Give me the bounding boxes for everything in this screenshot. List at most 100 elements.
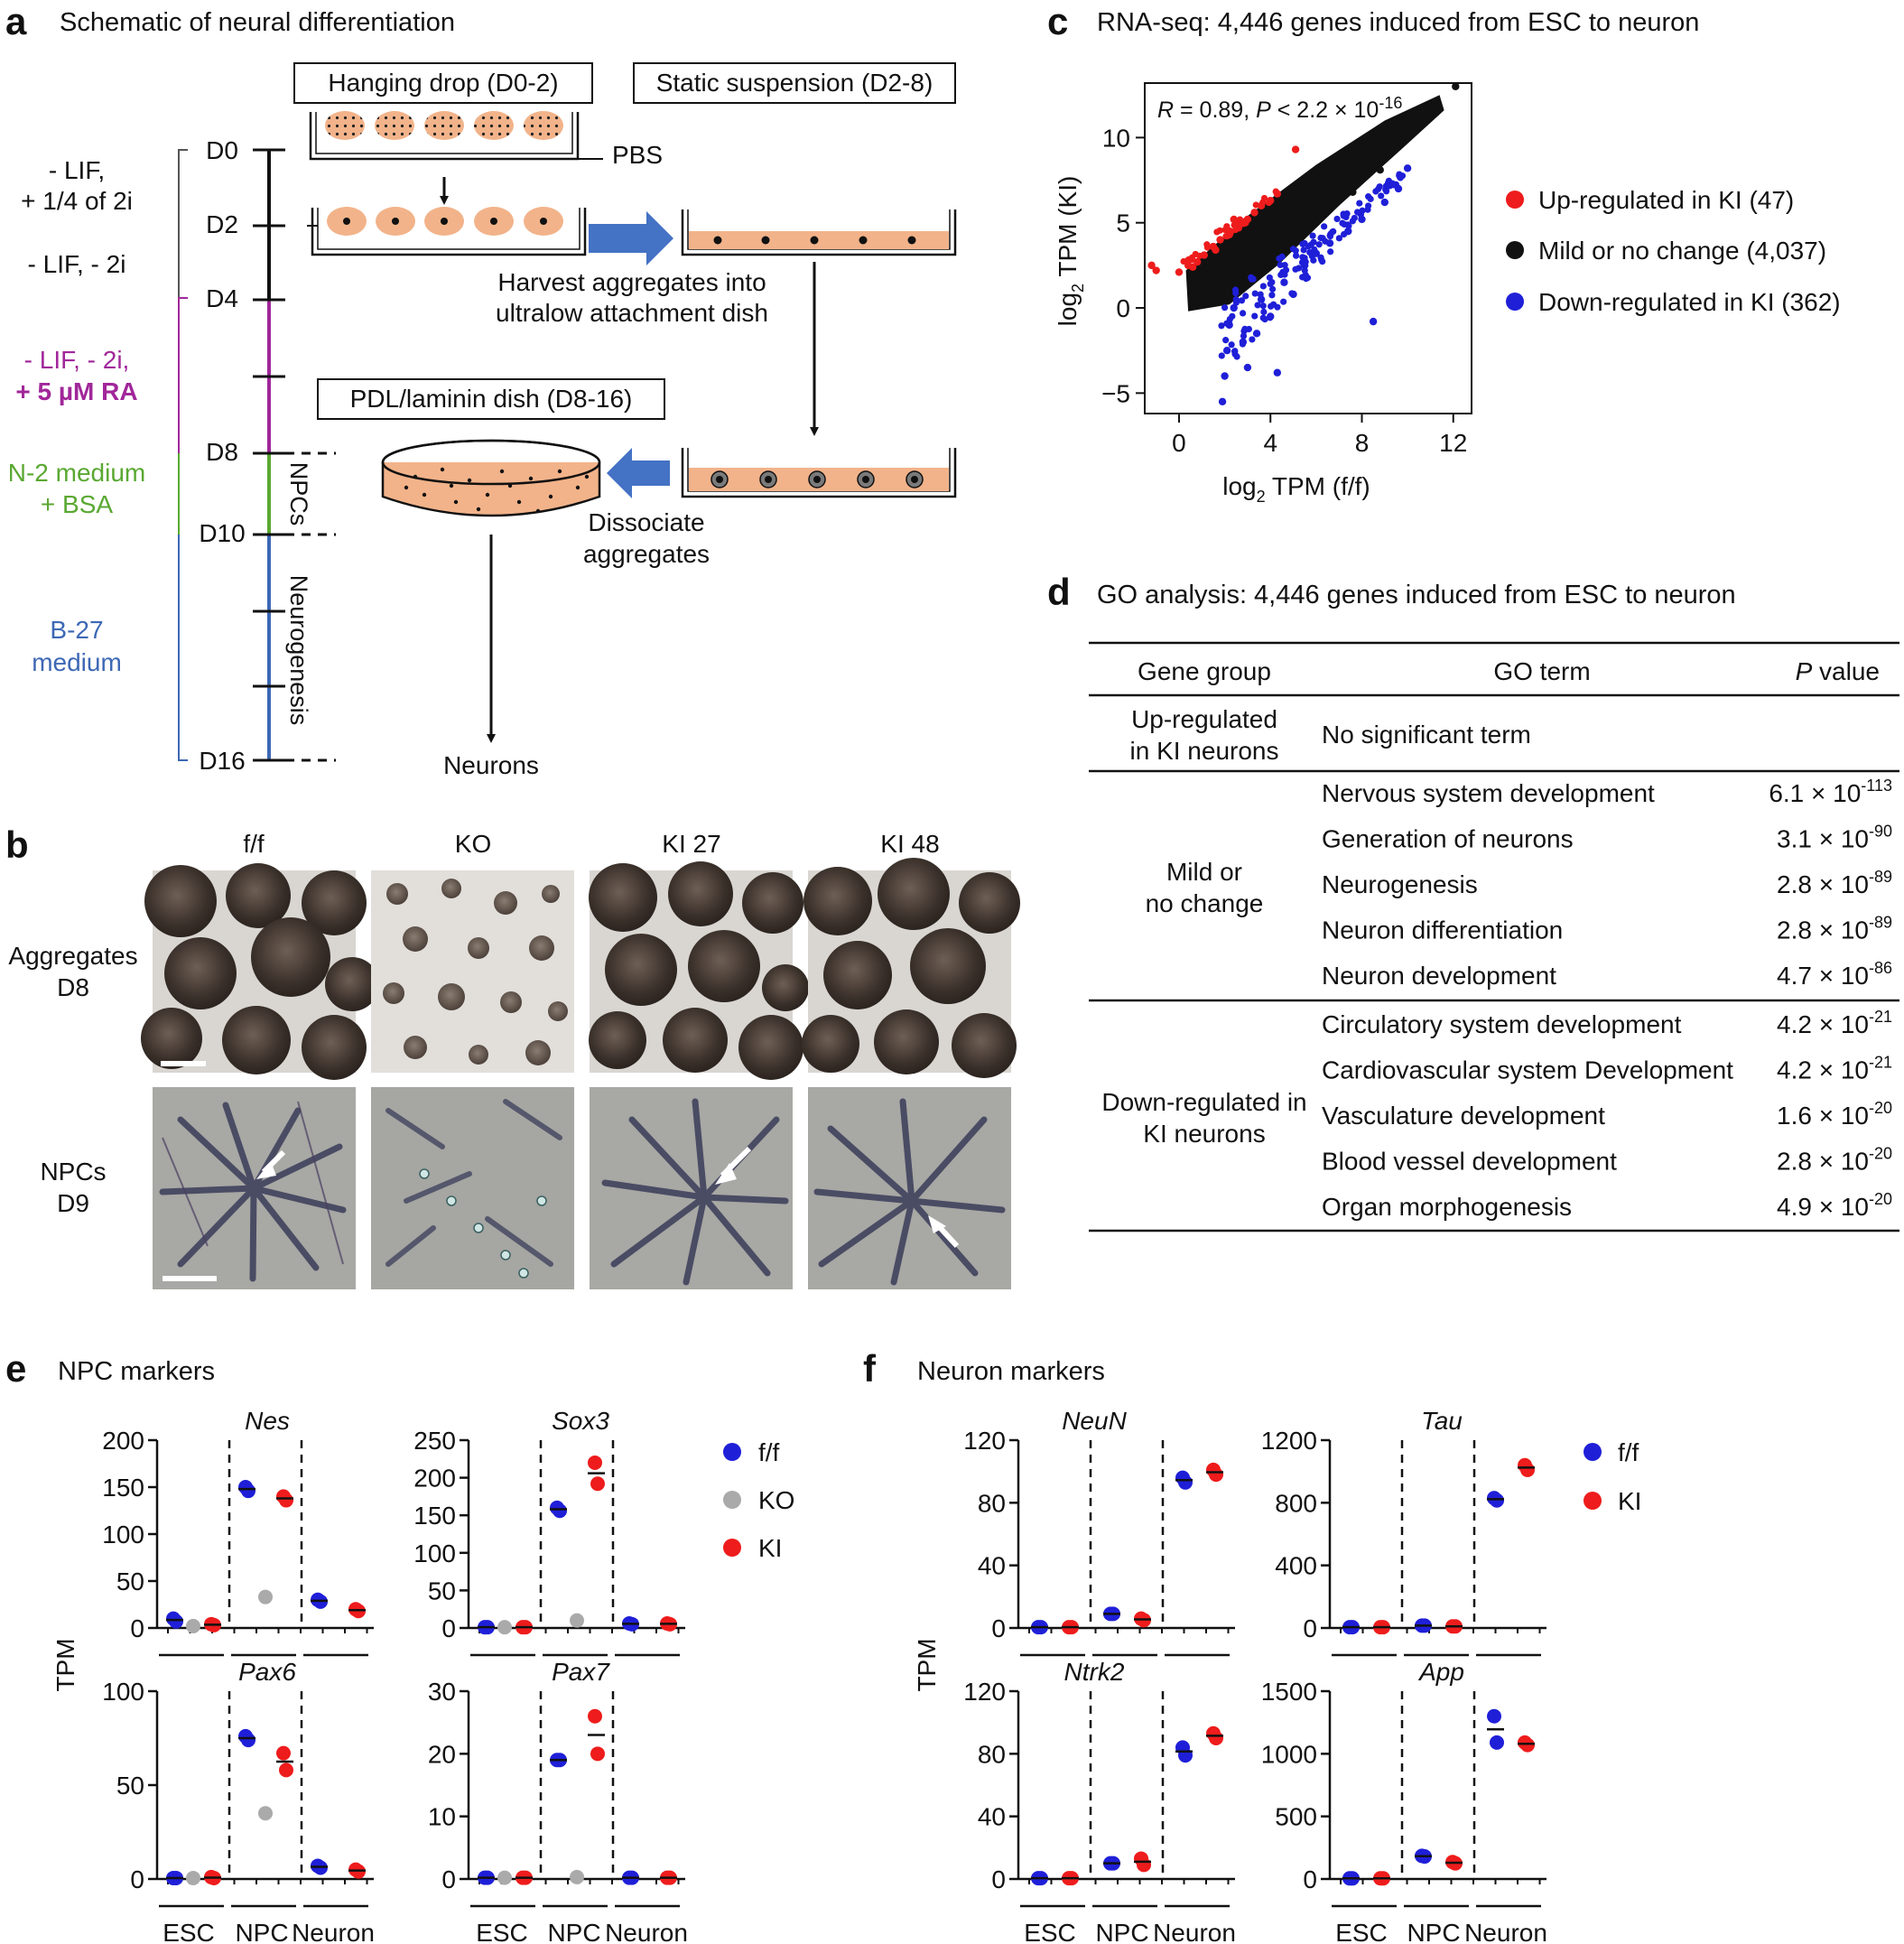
e-right-esc: ESC — [476, 1919, 528, 1944]
go-term: Neuron differentiation — [1322, 916, 1563, 944]
scatter-point — [1329, 228, 1336, 236]
header-p-value: P value — [1796, 657, 1880, 685]
scatter-point — [1376, 183, 1383, 191]
medium-2: - LIF, - 2i — [28, 250, 126, 278]
dotplot-pax6: Pax6 0 50 100 — [102, 1658, 374, 1908]
scatter-point — [1311, 246, 1318, 254]
scatter-point — [1188, 263, 1197, 271]
legend-up-label: Up-regulated in KI (47) — [1538, 186, 1794, 214]
scatter-point — [1222, 346, 1231, 355]
scatter-point — [1240, 310, 1247, 317]
scatter-point — [1349, 188, 1357, 196]
data-point — [590, 1746, 605, 1762]
panel-a-label: a — [5, 0, 27, 42]
scatter-point — [1257, 291, 1264, 298]
scatter-point — [1324, 182, 1332, 191]
row1-line-2: D8 — [57, 973, 89, 1001]
data-point — [1490, 1493, 1504, 1508]
scatter-point — [1147, 261, 1156, 270]
scatter-point — [1317, 234, 1324, 242]
ytick-label: 800 — [1275, 1489, 1317, 1517]
scatter-point — [1260, 308, 1268, 316]
blue-arrow-right — [589, 211, 673, 265]
scatter-point — [1299, 254, 1306, 261]
data-point — [570, 1869, 584, 1884]
go-term: Blood vessel development — [1322, 1148, 1617, 1176]
scatter-point — [1259, 302, 1267, 310]
dissociate-line-2: aggregates — [583, 540, 710, 568]
col-ki27: KI 27 — [662, 830, 720, 858]
scatter-point — [1431, 98, 1439, 106]
scatter-point — [1180, 257, 1187, 265]
scatter-point — [1239, 251, 1248, 259]
scatter-point — [1193, 297, 1202, 305]
scatter-point — [1367, 147, 1375, 155]
data-point — [590, 1476, 605, 1492]
scatter-point — [1241, 325, 1249, 332]
scatter-point — [1280, 219, 1288, 227]
ytick-label: 0 — [441, 1614, 456, 1642]
scatter-point — [1250, 209, 1258, 217]
data-point — [497, 1620, 512, 1635]
scatter-point — [1403, 164, 1412, 172]
ytick-label: 10 — [428, 1803, 456, 1831]
legend-e-ko: KO — [758, 1486, 794, 1514]
scatter-point — [1254, 302, 1261, 309]
scatter-point — [1378, 192, 1385, 200]
scatter-point — [1452, 82, 1460, 90]
ytick-label: 100 — [102, 1521, 144, 1549]
legend-f-ki: KI — [1618, 1487, 1641, 1515]
scatter-point — [1274, 303, 1281, 311]
group-down-line-1: Down-regulated in — [1101, 1088, 1306, 1116]
micrograph-aggregates-ff — [141, 863, 379, 1080]
group-up-line-1: Up-regulated — [1131, 705, 1277, 733]
f-left-esc: ESC — [1024, 1919, 1076, 1944]
go-term: Neuron development — [1322, 962, 1556, 990]
scatter-point — [1268, 302, 1275, 310]
day-d2: D2 — [206, 210, 238, 238]
day-d0: D0 — [206, 136, 238, 164]
dotplot-nes: Nes 0 50 100 150 200 — [102, 1407, 374, 1657]
scatter-point — [1225, 261, 1233, 270]
ytick-label: 500 — [1275, 1803, 1317, 1831]
scatter-point — [1307, 241, 1314, 248]
scatter-point — [1276, 246, 1284, 255]
scatter-xtick: 4 — [1263, 429, 1277, 457]
hanging-drop-lid — [309, 111, 603, 161]
scatter-point — [1343, 209, 1351, 218]
dotplot-app: App 0 500 1000 1500 — [1261, 1658, 1546, 1908]
scatter-point — [1249, 336, 1256, 343]
go-term-rows: Nervous system development 6.1 × 10-113 Ge… — [1322, 777, 1892, 1221]
scatter-point — [1213, 228, 1221, 236]
dotplot-pax7: Pax7 0 10 20 30 — [428, 1658, 685, 1908]
scatter-ytick: 0 — [1116, 294, 1130, 322]
go-term: Cardiovascular system Development — [1322, 1056, 1733, 1084]
up-term: No significant term — [1322, 721, 1531, 749]
scatter-point — [1301, 266, 1308, 274]
dotplot-tau: Tau 0 400 800 1200 — [1261, 1407, 1546, 1657]
ytick-label: 150 — [102, 1474, 144, 1502]
scatter-point — [1280, 278, 1288, 286]
legend-mild-label: Mild or no change (4,037) — [1538, 237, 1826, 265]
data-point — [279, 1493, 293, 1508]
ytick-label: 80 — [978, 1489, 1006, 1517]
dotplot-ntrk2: Ntrk2 0 40 80 120 — [963, 1658, 1235, 1908]
medium-5-line-2: medium — [32, 648, 122, 676]
go-term: Vasculature development — [1322, 1102, 1605, 1130]
scatter-ytick: 5 — [1116, 209, 1130, 237]
row2-line-2: D9 — [57, 1189, 89, 1217]
day-d8: D8 — [206, 438, 238, 466]
ytick-label: 80 — [978, 1740, 1006, 1768]
legend-f-ff: f/f — [1618, 1438, 1639, 1466]
legend-e-ki: KI — [758, 1534, 782, 1562]
row2-line-1: NPCs — [40, 1158, 106, 1186]
data-point — [497, 1870, 512, 1885]
ytick-label: 250 — [413, 1427, 456, 1455]
scatter-point — [1356, 200, 1363, 207]
data-point — [1209, 1731, 1223, 1745]
e-left-npc: NPC — [235, 1919, 288, 1944]
scatter-point — [1321, 223, 1328, 230]
legend-down-marker — [1506, 293, 1524, 311]
scatter-point — [1291, 145, 1300, 153]
